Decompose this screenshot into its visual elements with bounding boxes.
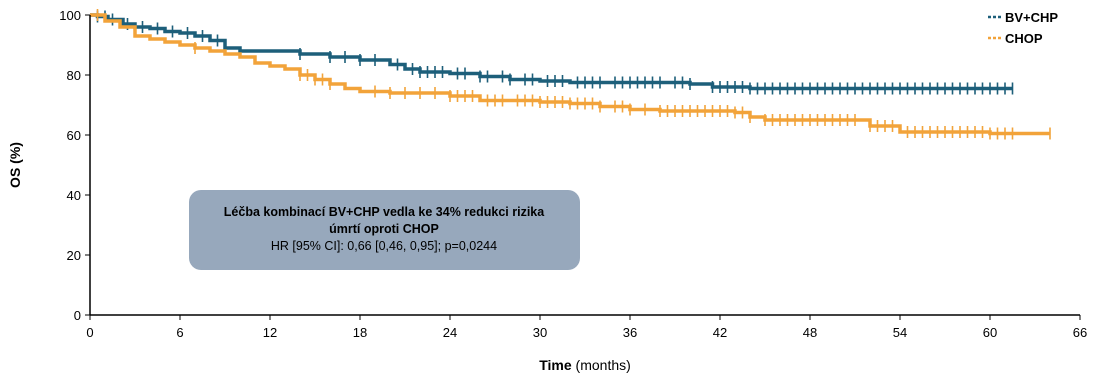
x-tick-label: 42 (713, 325, 727, 340)
legend-label-bvchp: BV+CHP (1005, 10, 1058, 25)
x-tick-label: 24 (443, 325, 457, 340)
x-tick-label: 36 (623, 325, 637, 340)
y-tick-label: 60 (67, 128, 81, 143)
x-tick-label: 0 (86, 325, 93, 340)
x-axis-title-unit: (months) (572, 357, 631, 373)
x-tick-label: 66 (1073, 325, 1087, 340)
y-tick-label: 100 (59, 8, 81, 23)
y-tick-label: 0 (74, 308, 81, 323)
annotation-line-2: úmrtí oproti CHOP (329, 222, 439, 236)
y-tick-label: 80 (67, 68, 81, 83)
legend-label-chop: CHOP (1005, 31, 1043, 46)
x-tick-label: 6 (176, 325, 183, 340)
x-axis-title: Time (months) (539, 357, 631, 373)
annotation-background (189, 190, 580, 270)
x-tick-label: 18 (353, 325, 367, 340)
annotation-line-3: HR [95% CI]: 0,66 [0,46, 0,95]; p=0,0244 (271, 239, 497, 253)
annotation-box: Léčba kombinací BV+CHP vedla ke 34% redu… (189, 190, 580, 270)
x-tick-label: 54 (893, 325, 907, 340)
x-tick-label: 30 (533, 325, 547, 340)
y-tick-label: 20 (67, 248, 81, 263)
series-line-bvchp (90, 13, 1013, 91)
y-axis-title: OS (%) (7, 142, 23, 188)
legend: BV+CHP CHOP (988, 10, 1058, 46)
y-tick-label: 40 (67, 188, 81, 203)
x-tick-label: 60 (983, 325, 997, 340)
x-tick-label: 12 (263, 325, 277, 340)
annotation-line-1: Léčba kombinací BV+CHP vedla ke 34% redu… (224, 205, 545, 219)
x-tick-label: 48 (803, 325, 817, 340)
series-line-chop (90, 13, 1050, 136)
x-axis-title-bold: Time (539, 357, 572, 373)
